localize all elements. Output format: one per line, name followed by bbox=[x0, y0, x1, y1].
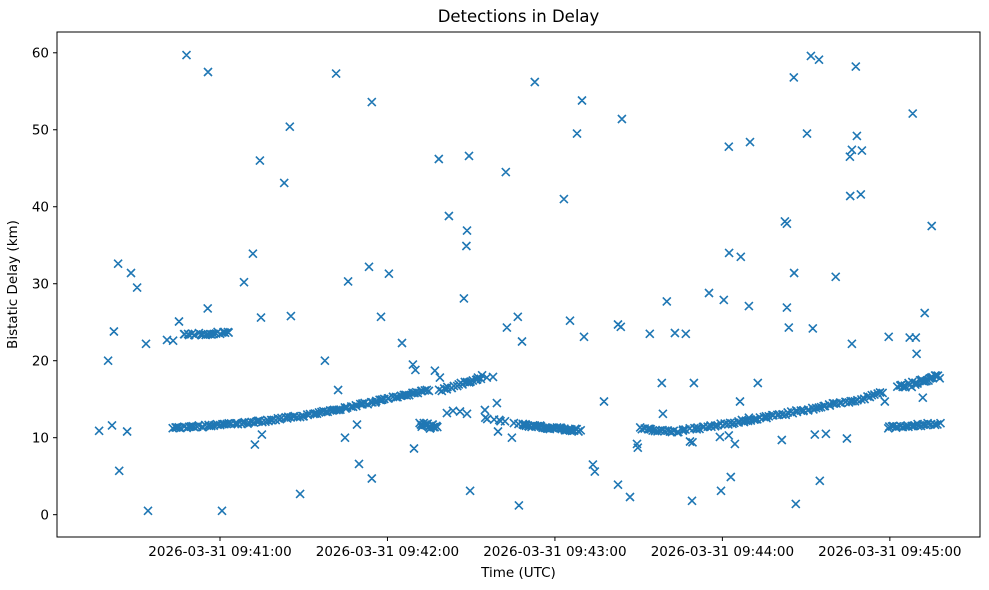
scatter-points bbox=[94, 50, 946, 516]
x-tick-label: 2026-03-31 09:41:00 bbox=[148, 544, 291, 560]
plot-border bbox=[56, 31, 981, 538]
x-tick-label: 2026-03-31 09:45:00 bbox=[818, 544, 961, 560]
axes: 0 10 20 30 40 50 60 2026-03-31 09:41:00 2026-03-… bbox=[32, 45, 962, 560]
x-tick-label: 2026-03-31 09:42:00 bbox=[316, 544, 459, 560]
scatter-marker-path bbox=[94, 50, 946, 516]
y-tick-label: 50 bbox=[32, 122, 49, 138]
x-tick-label: 2026-03-31 09:43:00 bbox=[483, 544, 626, 560]
y-tick-label: 20 bbox=[32, 353, 49, 369]
y-tick-label: 10 bbox=[32, 430, 49, 446]
x-axis-label: Time (UTC) bbox=[480, 565, 556, 581]
chart-title: Detections in Delay bbox=[438, 7, 600, 26]
x-tick-label: 2026-03-31 09:44:00 bbox=[651, 544, 794, 560]
y-tick-label: 40 bbox=[32, 199, 49, 215]
y-tick-label: 0 bbox=[40, 507, 49, 523]
y-axis-label: Bistatic Delay (km) bbox=[5, 220, 21, 349]
y-tick-label: 60 bbox=[32, 45, 49, 61]
y-tick-label: 30 bbox=[32, 276, 49, 292]
